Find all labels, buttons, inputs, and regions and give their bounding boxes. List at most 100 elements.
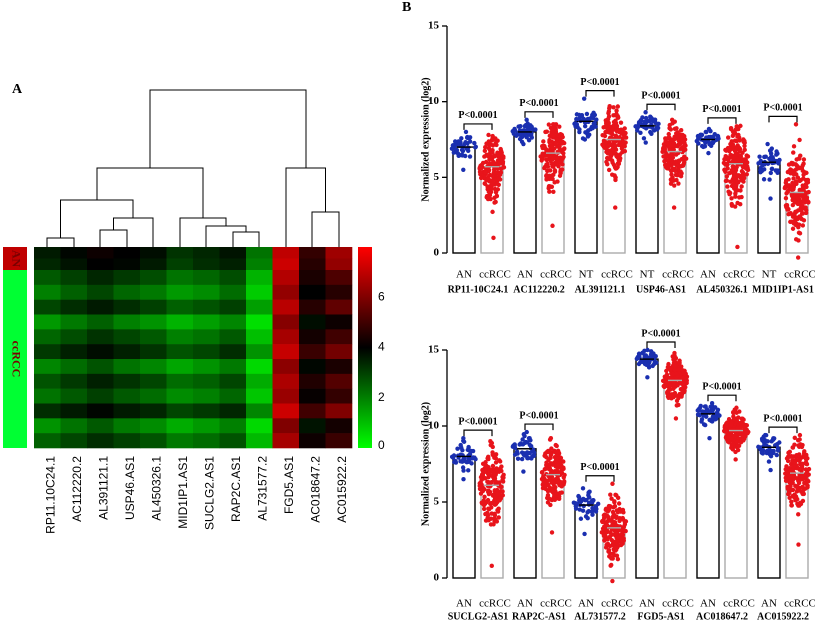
heatmap-cell	[87, 299, 114, 315]
group-label: AN	[639, 598, 655, 610]
heatmap-cell	[272, 247, 300, 259]
y-tick-label: 5	[434, 496, 440, 508]
p-value-label: P<0.0001	[580, 77, 619, 88]
category-label: FGD5-AS1	[637, 611, 684, 622]
dot-cloud	[694, 126, 721, 156]
heatmap-cell	[219, 284, 247, 300]
heatmap-cell	[113, 247, 141, 259]
y-axis-label: Normalized expression (log2)	[420, 77, 431, 201]
heatmap-cell	[325, 247, 353, 259]
heatmap-cell	[272, 359, 300, 375]
heatmap-cell	[113, 418, 141, 434]
significance-bracket	[585, 90, 615, 97]
heatmap-cell	[140, 359, 167, 375]
heatmap-cell	[34, 433, 61, 449]
heatmap-cell	[87, 258, 114, 271]
heatmap-cell	[140, 258, 167, 271]
heatmap-cell	[113, 270, 141, 286]
category-label: AC015922.2	[757, 611, 809, 622]
heatmap-cell	[193, 388, 220, 404]
p-value-label: P<0.0001	[458, 416, 497, 427]
heatmap-cell	[140, 284, 167, 300]
heatmap-cell	[113, 314, 141, 330]
dot-cloud	[660, 350, 690, 421]
group-label: AN	[700, 269, 716, 281]
group-bar	[3, 247, 27, 270]
significance-bracket	[463, 123, 493, 130]
bar	[663, 379, 687, 579]
group-label: ccRCC	[784, 598, 815, 610]
heatmap-cell	[299, 418, 326, 434]
heatmap-cell	[219, 373, 247, 389]
heatmap-cell	[325, 270, 353, 286]
heatmap-cell	[34, 359, 61, 375]
group-label: ccRCC	[601, 598, 633, 610]
heatmap-cell	[166, 418, 194, 434]
bar	[452, 146, 476, 254]
heatmap-cell	[34, 258, 61, 271]
dot-cloud	[571, 486, 601, 537]
heatmap-cell	[299, 247, 326, 259]
heatmap-cell	[87, 403, 114, 419]
heatmap-cell	[246, 373, 273, 389]
heatmap-cell	[140, 329, 167, 345]
dot-cloud	[782, 122, 811, 260]
heatmap-cell	[219, 247, 247, 259]
heatmap-cell	[325, 433, 353, 449]
heatmap-cell	[246, 388, 273, 404]
heatmap-cell	[113, 403, 141, 419]
heatmap-cell	[60, 403, 88, 419]
heatmap-cell	[299, 270, 326, 286]
heatmap-cell	[34, 247, 61, 259]
category-label: MID1IP1-AS1	[752, 284, 814, 295]
category-label: AL731577.2	[574, 611, 625, 622]
heatmap-cell	[166, 314, 194, 330]
dot-cloud	[539, 435, 567, 535]
heatmap-cell	[246, 344, 273, 360]
heatmap-cell	[87, 247, 114, 259]
dot-cloud	[449, 129, 478, 172]
heatmap-cell	[34, 388, 61, 404]
heatmap-cell	[113, 299, 141, 315]
group-label: AN	[700, 598, 716, 610]
heatmap-cell	[113, 388, 141, 404]
heatmap-cell	[193, 314, 220, 330]
category-label: RP11-10C24.1	[448, 284, 509, 295]
group-label: NT	[762, 269, 777, 281]
group-label: AN	[456, 598, 472, 610]
dot-cloud	[572, 96, 599, 142]
heatmap-cell	[140, 373, 167, 389]
column-label: AC018647.2	[308, 456, 322, 523]
y-tick-label: 10	[428, 420, 440, 432]
dot-cloud	[660, 117, 689, 210]
significance-bracket	[768, 115, 798, 123]
heatmap-cell	[87, 270, 114, 286]
heatmap-cell	[60, 314, 88, 330]
p-value-label: P<0.0001	[641, 91, 680, 102]
column-label: RP11.10C24.1	[43, 456, 57, 534]
p-value-label: P<0.0001	[641, 328, 680, 339]
column-label: SUCLG2.AS1	[202, 456, 216, 530]
p-value-label: P<0.0001	[763, 103, 802, 114]
group-label: AN	[517, 269, 533, 281]
heatmap-cell	[193, 258, 220, 271]
y-tick-label: 15	[428, 20, 440, 32]
heatmap-cell	[246, 258, 273, 271]
heatmap-cell	[60, 329, 88, 345]
heatmap-cell	[325, 403, 353, 419]
heatmap-cell	[219, 329, 247, 345]
y-tick-label: 0	[434, 572, 440, 584]
heatmap-cell	[193, 284, 220, 300]
heatmap-cell	[193, 359, 220, 375]
y-axis-label: Normalized expression (log2)	[420, 402, 431, 526]
heatmap-cell	[299, 284, 326, 300]
heatmap-cell	[272, 258, 300, 271]
heatmap-cell	[219, 270, 247, 286]
heatmap-cell	[272, 270, 300, 286]
bar	[757, 161, 781, 254]
group-label: NT	[640, 269, 655, 281]
heatmap-cell	[193, 247, 220, 259]
p-value-label: P<0.0001	[702, 104, 741, 115]
heatmap-cell	[113, 359, 141, 375]
heatmap-cell	[299, 299, 326, 315]
